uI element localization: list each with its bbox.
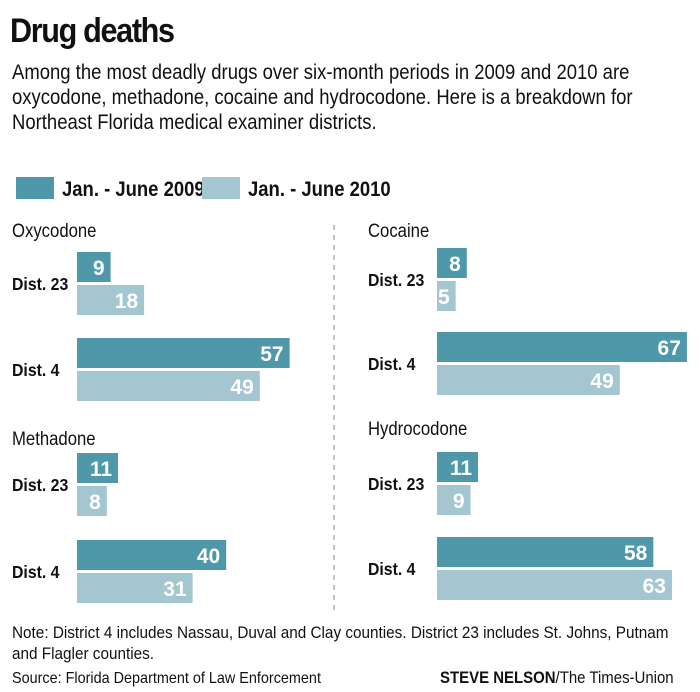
- legend-label: Jan. - June 2010: [248, 178, 391, 201]
- data-label: 8: [449, 253, 461, 276]
- bar: [437, 248, 467, 278]
- credit-name: STEVE NELSON: [440, 668, 556, 687]
- chart-title: Drug deaths: [10, 12, 175, 50]
- district-label: Dist. 4: [368, 559, 416, 579]
- panel-title: Oxycodone: [12, 220, 97, 241]
- district-label: Dist. 23: [368, 270, 424, 290]
- bar: [437, 365, 620, 395]
- bar: [77, 285, 145, 315]
- data-label: 5: [438, 286, 450, 309]
- legend-label: Jan. - June 2009: [62, 178, 205, 201]
- bar: [77, 540, 227, 570]
- district-label: Dist. 23: [368, 474, 424, 494]
- data-label: 11: [90, 458, 113, 481]
- bar: [437, 452, 479, 482]
- data-label: 31: [163, 578, 187, 601]
- data-label: 49: [230, 376, 253, 399]
- data-label: 57: [260, 343, 283, 366]
- data-label: 49: [590, 370, 613, 393]
- district-label: Dist. 4: [368, 354, 416, 374]
- legend-swatch: [202, 177, 240, 199]
- source: Source: Florida Department of Law Enforc…: [12, 670, 321, 687]
- district-label: Dist. 4: [12, 562, 60, 582]
- data-label: 8: [89, 491, 101, 514]
- district-label: Dist. 4: [12, 360, 60, 380]
- legend-swatch: [16, 177, 54, 199]
- panel-title: Cocaine: [368, 220, 429, 241]
- panel-title: Hydrocodone: [368, 418, 467, 439]
- district-label: Dist. 23: [12, 274, 68, 294]
- data-label: 9: [93, 257, 105, 280]
- data-label: 67: [658, 337, 681, 360]
- bar: [77, 338, 290, 368]
- bar: [437, 485, 471, 515]
- bar: [77, 252, 111, 282]
- bar: [77, 573, 193, 603]
- chart-subtitle: Among the most deadly drugs over six-mon…: [12, 61, 633, 134]
- bar: [437, 332, 687, 362]
- credit-org: /The Times-Union: [555, 668, 674, 687]
- bar: [77, 453, 119, 483]
- footnote: Note: District 4 includes Nassau, Duval …: [12, 623, 669, 663]
- panel-title: Methadone: [12, 428, 96, 449]
- data-label: 9: [453, 490, 465, 513]
- bar: [437, 281, 456, 311]
- data-label: 63: [643, 575, 666, 598]
- bar: [77, 371, 260, 401]
- data-label: 58: [624, 542, 648, 565]
- data-label: 18: [115, 290, 139, 313]
- bar: [437, 570, 672, 600]
- credit: STEVE NELSON/The Times-Union: [440, 668, 674, 688]
- data-label: 40: [197, 545, 220, 568]
- bar: [437, 537, 654, 567]
- data-label: 11: [450, 457, 473, 480]
- bar: [77, 486, 107, 516]
- district-label: Dist. 23: [12, 475, 68, 495]
